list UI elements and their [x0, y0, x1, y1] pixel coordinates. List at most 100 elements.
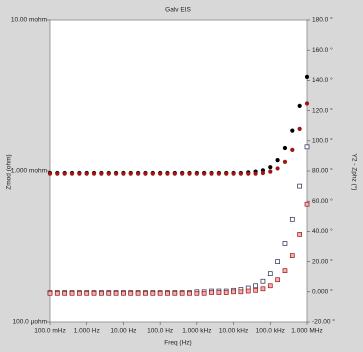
data-square — [260, 286, 266, 292]
data-point — [128, 171, 133, 176]
data-point — [106, 171, 111, 176]
data-point — [150, 171, 155, 176]
data-point — [297, 126, 302, 132]
x-tick-label: 100.0 mHz — [34, 328, 65, 335]
data-square — [267, 283, 273, 289]
y2-tick-label: 180.0 ° — [312, 16, 333, 24]
data-square — [231, 289, 236, 295]
data-point — [268, 165, 273, 170]
data-square — [201, 290, 207, 296]
y2-tick-label: 40.00 ° — [312, 227, 333, 235]
data-square — [62, 290, 68, 296]
data-point — [290, 128, 295, 133]
x-tick-label: 10.00 kHz — [219, 328, 248, 335]
data-point — [121, 171, 126, 176]
x-tick-label: 100.0 Hz — [147, 328, 173, 335]
y2-tick-label: 100.0 ° — [312, 137, 333, 145]
data-point — [268, 169, 273, 174]
data-square — [121, 290, 126, 296]
data-point — [238, 171, 243, 176]
data-point — [187, 171, 192, 176]
data-square — [297, 183, 303, 189]
data-square — [150, 290, 156, 296]
data-point — [77, 171, 82, 176]
data-square — [238, 289, 244, 295]
data-square — [267, 271, 273, 277]
x-tick-label: 10.00 Hz — [110, 328, 136, 335]
y2-tick-label: 20.00 ° — [312, 257, 333, 265]
data-point — [253, 171, 258, 176]
data-square — [187, 290, 192, 296]
data-point — [172, 171, 177, 176]
data-square — [179, 290, 185, 296]
data-point — [143, 171, 148, 176]
data-point — [69, 171, 75, 176]
y2-tick-label: 120.0 ° — [312, 106, 333, 114]
data-point — [55, 171, 60, 176]
data-square — [54, 290, 60, 296]
data-point — [62, 171, 67, 176]
y2-axis-title: Y2 - Zphz (°) — [350, 154, 358, 191]
x-tick-label: 1.000 MHz — [291, 328, 322, 335]
data-square — [275, 259, 280, 264]
data-square — [297, 232, 303, 237]
chart-title: Galv EIS — [165, 7, 191, 14]
data-square — [157, 290, 163, 296]
data-square — [304, 144, 310, 150]
y2-tick-label: 160.0 ° — [312, 46, 333, 54]
data-square — [69, 290, 75, 296]
data-point — [290, 147, 295, 152]
data-square — [47, 290, 53, 296]
x-tick-label: 100.0 kHz — [256, 328, 285, 335]
y2-tick-label: 0.000 ° — [312, 288, 333, 296]
data-square — [282, 241, 288, 246]
data-point — [260, 170, 266, 176]
data-point — [84, 171, 89, 176]
data-square — [77, 290, 82, 296]
y2-tick-label: 80.00 ° — [312, 167, 333, 175]
data-square — [223, 290, 229, 295]
data-square — [282, 268, 288, 274]
data-square — [128, 290, 134, 296]
data-point — [180, 171, 185, 176]
x-tick-label: 1.000 Hz — [74, 328, 100, 335]
data-point — [246, 171, 251, 176]
data-point — [158, 171, 163, 176]
y-tick-label: 1.000 mohm — [11, 168, 47, 175]
data-square — [245, 288, 251, 294]
data-square — [253, 287, 258, 293]
y2-tick-label: -20.00 ° — [312, 318, 335, 326]
data-square — [143, 290, 148, 296]
data-point — [202, 171, 207, 176]
data-point — [47, 171, 53, 176]
data-point — [165, 171, 170, 176]
data-point — [209, 171, 214, 176]
data-square — [165, 290, 170, 296]
data-point — [304, 101, 310, 106]
data-point — [282, 159, 288, 164]
data-square — [304, 201, 310, 207]
data-square — [91, 290, 97, 296]
data-point — [99, 171, 104, 176]
data-point — [275, 166, 280, 171]
data-point — [224, 171, 229, 176]
data-square — [99, 290, 104, 296]
data-point — [136, 171, 141, 176]
data-square — [135, 290, 141, 296]
x-tick-label: 1.000 kHz — [182, 328, 211, 335]
y-tick-label: 10.00 mohm — [11, 17, 47, 24]
data-square — [106, 290, 112, 296]
data-point — [297, 103, 302, 108]
y-axis-title: Zmod (ohm) — [6, 154, 13, 189]
data-square — [172, 290, 178, 296]
data-point — [304, 74, 310, 79]
y2-tick-label: 140.0 ° — [312, 76, 333, 84]
y2-tick-label: 60.00 ° — [312, 197, 333, 205]
data-point — [282, 145, 288, 151]
data-square — [289, 216, 295, 222]
data-square — [84, 290, 90, 296]
data-square — [209, 290, 214, 295]
data-square — [253, 283, 258, 289]
data-square — [194, 290, 200, 296]
